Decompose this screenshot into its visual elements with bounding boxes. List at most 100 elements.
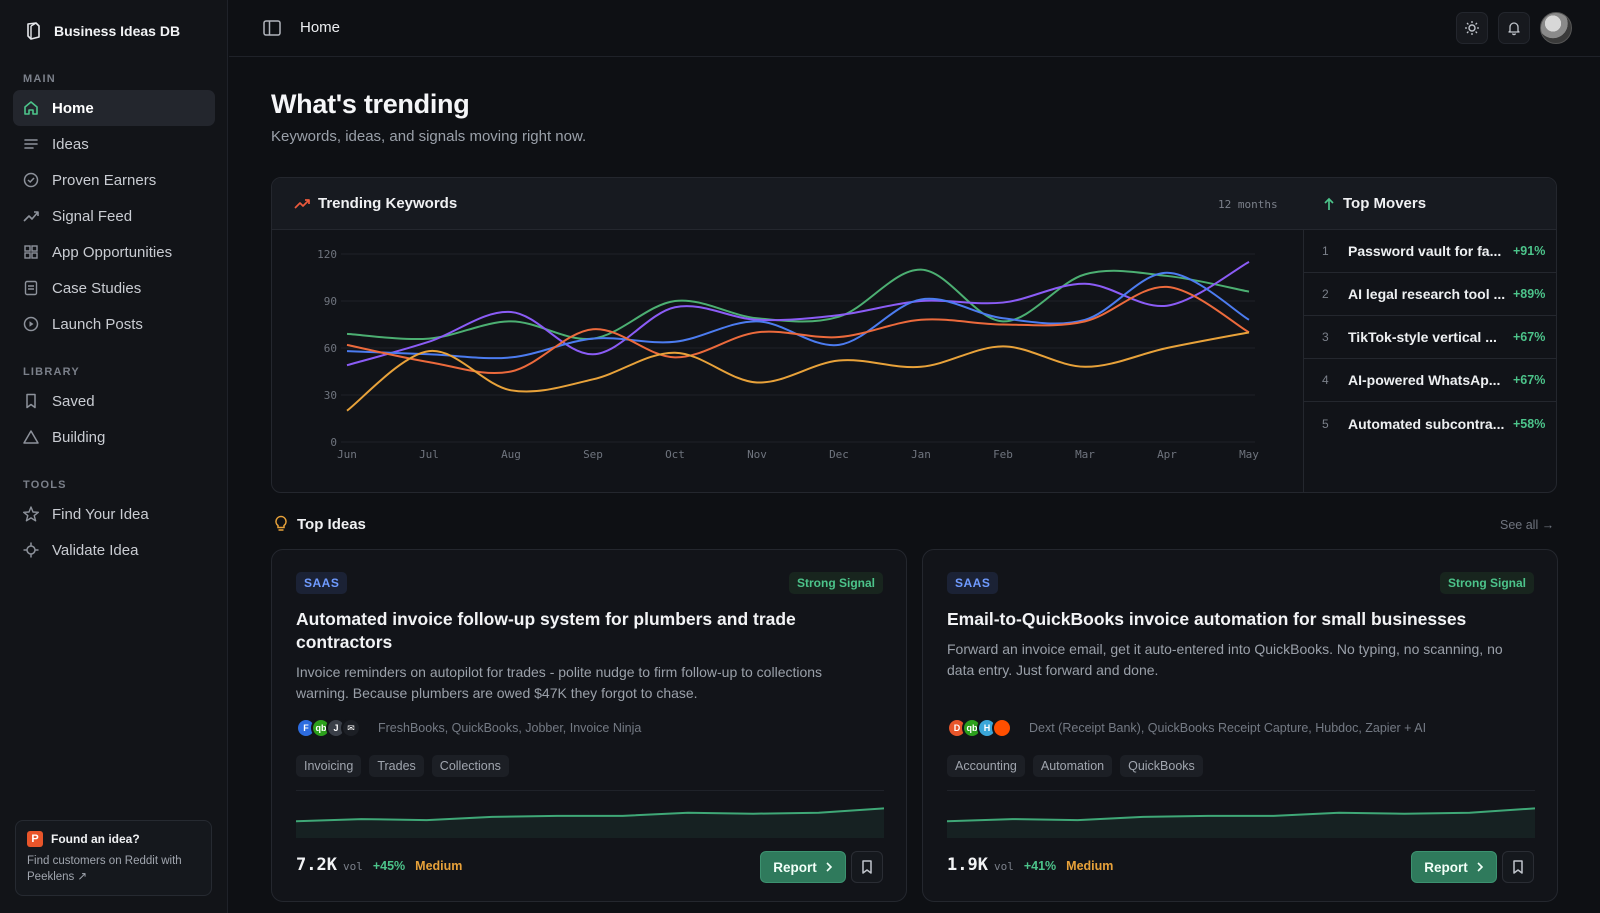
sidebar-item-label: Launch Posts bbox=[52, 315, 143, 333]
sidebar-item-building[interactable]: Building bbox=[13, 419, 215, 455]
idea-title[interactable]: Email-to-QuickBooks invoice automation f… bbox=[947, 609, 1467, 629]
idea-description: Invoice reminders on autopilot for trade… bbox=[296, 664, 823, 701]
lightbulb-icon bbox=[275, 515, 287, 531]
mover-pct: +67% bbox=[1513, 373, 1546, 387]
x-tick-label: Jul bbox=[419, 448, 439, 461]
mover-name: Password vault for fa... bbox=[1348, 243, 1502, 259]
sidebar-item-find-your-idea[interactable]: Find Your Idea bbox=[13, 496, 215, 532]
mover-row[interactable]: 3 TikTok-style vertical ... +67% bbox=[1304, 316, 1556, 359]
breadcrumb: Home bbox=[300, 19, 341, 36]
mover-pct: +67% bbox=[1513, 330, 1546, 344]
mover-name: Automated subcontra... bbox=[1348, 415, 1505, 432]
x-tick-label: Apr bbox=[1157, 448, 1177, 461]
report-button[interactable]: Report bbox=[1411, 851, 1497, 883]
mover-name: TikTok-style vertical ... bbox=[1348, 329, 1497, 345]
trend-up-icon bbox=[23, 211, 39, 222]
mover-name: AI legal research tool ... bbox=[1348, 286, 1506, 302]
sidebar-item-ideas[interactable]: Ideas bbox=[13, 126, 215, 162]
promo-card[interactable]: P Found an idea? Find customers on Reddi… bbox=[15, 820, 212, 896]
report-label: Report bbox=[773, 859, 817, 875]
sidebar-item-launch-posts[interactable]: Launch Posts bbox=[13, 306, 215, 342]
triangle-icon bbox=[23, 430, 39, 444]
x-tick-label: Jan bbox=[911, 448, 931, 461]
sidebar-item-label: Building bbox=[52, 428, 106, 446]
sidebar-item-home[interactable]: Home bbox=[13, 90, 215, 126]
trending-title: Trending Keywords bbox=[318, 195, 458, 212]
home-icon bbox=[24, 101, 38, 115]
promo-text: Find customers on Reddit with Peeklens ↗ bbox=[27, 855, 182, 883]
sidebar-item-validate-idea[interactable]: Validate Idea bbox=[13, 532, 215, 568]
idea-type-badge: SAAS bbox=[296, 572, 348, 594]
section-label-main: MAIN bbox=[23, 73, 56, 85]
tag-list: Accounting Automation QuickBooks bbox=[947, 755, 1203, 777]
sidebar-item-app-opportunities[interactable]: App Opportunities bbox=[13, 234, 215, 270]
trend-up-icon bbox=[294, 196, 310, 215]
bookmark-button[interactable] bbox=[851, 851, 883, 883]
sparkline-line bbox=[296, 807, 884, 823]
idea-card[interactable]: SAAS Strong Signal Automated invoice fol… bbox=[271, 549, 907, 902]
theme-toggle-button[interactable] bbox=[1456, 12, 1488, 44]
mover-row[interactable]: 1 Password vault for fa... +91% bbox=[1304, 230, 1556, 273]
tag-chip[interactable]: QuickBooks bbox=[1120, 755, 1203, 777]
competitors-row: F qb J ✉ FreshBooks, QuickBooks, Jobber,… bbox=[296, 718, 641, 738]
tag-chip[interactable]: Trades bbox=[369, 755, 424, 777]
y-tick-label: 90 bbox=[324, 295, 337, 308]
page-subtitle: Keywords, ideas, and signals moving righ… bbox=[271, 128, 587, 145]
trending-range: 12 months bbox=[1218, 198, 1278, 211]
mover-row[interactable]: 2 AI legal research tool ... +89% bbox=[1304, 273, 1556, 316]
competition-level: Medium bbox=[415, 859, 463, 873]
mover-row[interactable]: 4 AI-powered WhatsAp... +67% bbox=[1304, 359, 1556, 402]
bookmark-button[interactable] bbox=[1502, 851, 1534, 883]
tag-list: Invoicing Trades Collections bbox=[296, 755, 509, 777]
notifications-button[interactable] bbox=[1498, 12, 1530, 44]
sparkline-area bbox=[947, 808, 1535, 838]
sidebar-item-signal-feed[interactable]: Signal Feed bbox=[13, 198, 215, 234]
growth-value: +45% bbox=[372, 859, 406, 873]
y-tick-label: 0 bbox=[330, 436, 337, 449]
series-line-5 bbox=[346, 331, 1250, 412]
crosshair-icon bbox=[23, 542, 39, 558]
tag-chip[interactable]: Automation bbox=[1032, 755, 1113, 777]
idea-type-badge: SAAS bbox=[947, 572, 999, 594]
app-name: Business Ideas DB bbox=[54, 23, 181, 39]
sidebar-item-case-studies[interactable]: Case Studies bbox=[13, 270, 215, 306]
top-ideas-header: Top Ideas bbox=[274, 515, 366, 533]
idea-card[interactable]: SAAS Strong Signal Email-to-QuickBooks i… bbox=[922, 549, 1558, 902]
x-tick-label: Aug bbox=[501, 448, 521, 461]
sun-icon bbox=[1465, 21, 1479, 35]
top-ideas-title: Top Ideas bbox=[297, 515, 366, 533]
trending-header: Trending Keywords 12 months Top Movers bbox=[272, 178, 1556, 230]
competitors-text: Dext (Receipt Bank), QuickBooks Receipt … bbox=[1029, 721, 1427, 735]
sidebar-item-saved[interactable]: Saved bbox=[13, 383, 215, 419]
brand[interactable]: Business Ideas DB bbox=[22, 20, 180, 42]
sidebar-item-proven-earners[interactable]: Proven Earners bbox=[13, 162, 215, 198]
competition-level: Medium bbox=[1066, 859, 1114, 873]
volume-sparkline bbox=[947, 807, 1535, 838]
divider bbox=[947, 790, 1535, 791]
sidebar-item-label: Validate Idea bbox=[52, 541, 139, 559]
search-volume: 7.2K bbox=[296, 855, 337, 875]
volume-unit: vol bbox=[342, 860, 363, 873]
x-tick-label: Oct bbox=[665, 448, 685, 461]
report-button[interactable]: Report bbox=[760, 851, 846, 883]
series-line-4 bbox=[346, 285, 1250, 375]
avatar[interactable] bbox=[1540, 12, 1572, 44]
tag-chip[interactable]: Collections bbox=[431, 755, 509, 777]
idea-stats: 1.9K vol +41% Medium bbox=[947, 855, 1113, 875]
play-circle-icon bbox=[23, 316, 39, 332]
invoice-ninja-logo-icon: ✉ bbox=[341, 718, 361, 738]
sidebar-item-label: Signal Feed bbox=[52, 207, 133, 225]
x-tick-label: Sep bbox=[583, 448, 603, 461]
x-tick-label: Jun bbox=[337, 448, 357, 461]
idea-title[interactable]: Automated invoice follow-up system for p… bbox=[296, 609, 796, 652]
page-title: What's trending bbox=[271, 89, 470, 119]
sidebar-toggle-icon[interactable] bbox=[261, 17, 283, 39]
see-all-link[interactable]: See all → bbox=[1500, 518, 1555, 532]
promo-title: Found an idea? bbox=[51, 832, 140, 846]
competitors-text: FreshBooks, QuickBooks, Jobber, Invoice … bbox=[378, 721, 642, 735]
idea-stats: 7.2K vol +45% Medium bbox=[296, 855, 462, 875]
tag-chip[interactable]: Accounting bbox=[947, 755, 1025, 777]
tag-chip[interactable]: Invoicing bbox=[296, 755, 362, 777]
y-tick-label: 60 bbox=[324, 342, 337, 355]
mover-row[interactable]: 5 Automated subcontra... +58% bbox=[1304, 402, 1556, 445]
